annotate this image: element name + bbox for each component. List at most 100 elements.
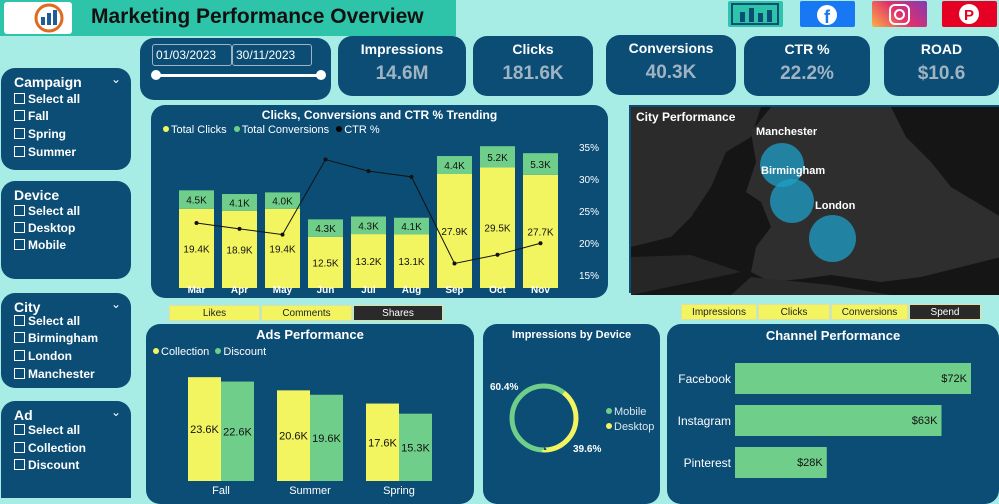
kpi-label: Clicks (512, 41, 554, 57)
clicks-button[interactable]: Clicks (758, 304, 830, 320)
bar-conversions-jul (351, 216, 386, 235)
checkbox[interactable] (14, 368, 25, 379)
y2-tick-label: 15% (579, 271, 599, 282)
end-date-input[interactable]: 30/11/2023 (232, 44, 312, 66)
option-label: Fall (28, 109, 49, 123)
chart-title: Ads Performance (256, 327, 364, 342)
chevron-down-icon[interactable]: ⌄ (110, 297, 121, 311)
legend-item-desktop: Desktop (606, 421, 654, 433)
checkbox[interactable] (14, 315, 25, 326)
filter-ad: Ad ⌄ Select all Collection Discount (1, 401, 131, 498)
chevron-down-icon[interactable]: ⌄ (110, 72, 121, 86)
filter-option-spring[interactable]: Spring (14, 127, 66, 142)
filter-option-select-all[interactable]: Select all (14, 423, 80, 438)
ctr-point (280, 232, 285, 237)
chart-icon[interactable] (728, 1, 783, 27)
data-label: 15.3K (401, 442, 430, 454)
chart-legend: Collection Discount (153, 346, 266, 358)
checkbox[interactable] (14, 93, 25, 104)
option-label: Spring (28, 127, 66, 141)
pinterest-icon[interactable]: P (942, 1, 997, 27)
bar-collection-summer (277, 390, 310, 481)
checkbox[interactable] (14, 110, 25, 121)
option-label: Manchester (28, 367, 95, 381)
conversions-button[interactable]: Conversions (831, 304, 908, 320)
legend-dot (606, 408, 612, 414)
legend-label: Discount (223, 346, 267, 358)
filter-option-select-all[interactable]: Select all (14, 314, 80, 329)
filter-option-select-all[interactable]: Select all (14, 92, 80, 107)
bar-conversions-jun (308, 219, 343, 237)
shares-button[interactable]: Shares (353, 305, 443, 321)
filter-option-collection[interactable]: Collection (14, 441, 86, 456)
filter-option-summer[interactable]: Summer (14, 145, 76, 160)
filter-title: City (14, 299, 41, 315)
bar-conversions-aug (394, 217, 429, 235)
date-slider-end-handle[interactable] (316, 70, 326, 80)
filter-option-birmingham[interactable]: Birmingham (14, 331, 98, 346)
channel-panel: Channel Performance Facebook $72K Instagra… (667, 324, 999, 504)
checkbox[interactable] (14, 128, 25, 139)
y2-tick-label: 30% (579, 175, 599, 186)
checkbox[interactable] (14, 424, 25, 435)
filter-option-manchester[interactable]: Manchester (14, 367, 95, 382)
checkbox[interactable] (14, 332, 25, 343)
filter-device: Device Select all Desktop Mobile (1, 181, 131, 279)
data-label-mobile: 60.4% (490, 382, 518, 393)
spend-button[interactable]: Spend (909, 304, 981, 320)
option-label: Select all (28, 204, 81, 218)
filter-option-fall[interactable]: Fall (14, 109, 49, 124)
filter-option-desktop[interactable]: Desktop (14, 221, 75, 236)
option-label: Birmingham (28, 331, 99, 345)
checkbox[interactable] (14, 222, 25, 233)
kpi-conversions: Conversions 40.3K (606, 35, 736, 95)
svg-text:f: f (824, 7, 831, 27)
map-bubble-birmingham[interactable] (770, 179, 814, 223)
x-tick-label: Apr (231, 285, 248, 296)
filter-option-select-all[interactable]: Select all (14, 204, 80, 219)
x-tick-label: Sep (445, 285, 463, 296)
legend-dot (606, 423, 612, 429)
legend-dot (336, 126, 343, 132)
bar-clicks-may (265, 208, 300, 288)
checkbox[interactable] (14, 239, 25, 250)
chevron-down-icon[interactable]: ⌄ (110, 405, 121, 419)
filter-option-london[interactable]: London (14, 349, 72, 364)
data-label: $28K (797, 457, 823, 469)
impressions-button[interactable]: Impressions (681, 304, 757, 320)
comments-button[interactable]: Comments (261, 305, 352, 321)
kpi-value: $10.6 (917, 63, 966, 84)
data-label-conversions: 5.3K (530, 160, 551, 171)
map-label: London (815, 200, 856, 212)
checkbox[interactable] (14, 350, 25, 361)
chart-legend: Total Clicks Total Conversions CTR % (163, 124, 380, 136)
map-bubble-london[interactable] (809, 215, 856, 262)
date-slider-start-handle[interactable] (151, 70, 161, 80)
legend-dot (233, 126, 240, 132)
checkbox[interactable] (14, 146, 25, 157)
filter-title: Ad (14, 407, 33, 423)
kpi-label: ROAD (920, 41, 963, 57)
likes-button[interactable]: Likes (169, 305, 260, 321)
checkbox[interactable] (14, 442, 25, 453)
instagram-icon[interactable] (872, 1, 927, 27)
map-label: Manchester (756, 126, 818, 138)
kpi-value: 14.6M (375, 63, 429, 84)
checkbox[interactable] (14, 205, 25, 216)
filter-option-discount[interactable]: Discount (14, 458, 79, 473)
data-label: $72K (941, 373, 967, 385)
ads-performance-panel: Ads Performance Collection Discount 23.6… (146, 324, 474, 504)
start-date-input[interactable]: 01/03/2023 (152, 44, 232, 66)
checkbox[interactable] (14, 459, 25, 470)
data-label-clicks: 19.4K (269, 244, 295, 255)
ctr-point (452, 261, 457, 266)
filter-title: Device (14, 187, 60, 203)
data-label-conversions: 4.0K (272, 197, 293, 208)
filter-campaign: Campaign ⌄ Select all Fall Spring Summer (1, 68, 131, 170)
date-slider-track (154, 74, 322, 77)
filter-option-mobile[interactable]: Mobile (14, 238, 66, 253)
legend-label: Total Clicks (171, 124, 227, 136)
facebook-icon[interactable]: f (800, 1, 855, 27)
device-panel: Impressions by Device 60.4% 39.6% Mobile … (483, 324, 660, 504)
title-bar (0, 0, 456, 36)
